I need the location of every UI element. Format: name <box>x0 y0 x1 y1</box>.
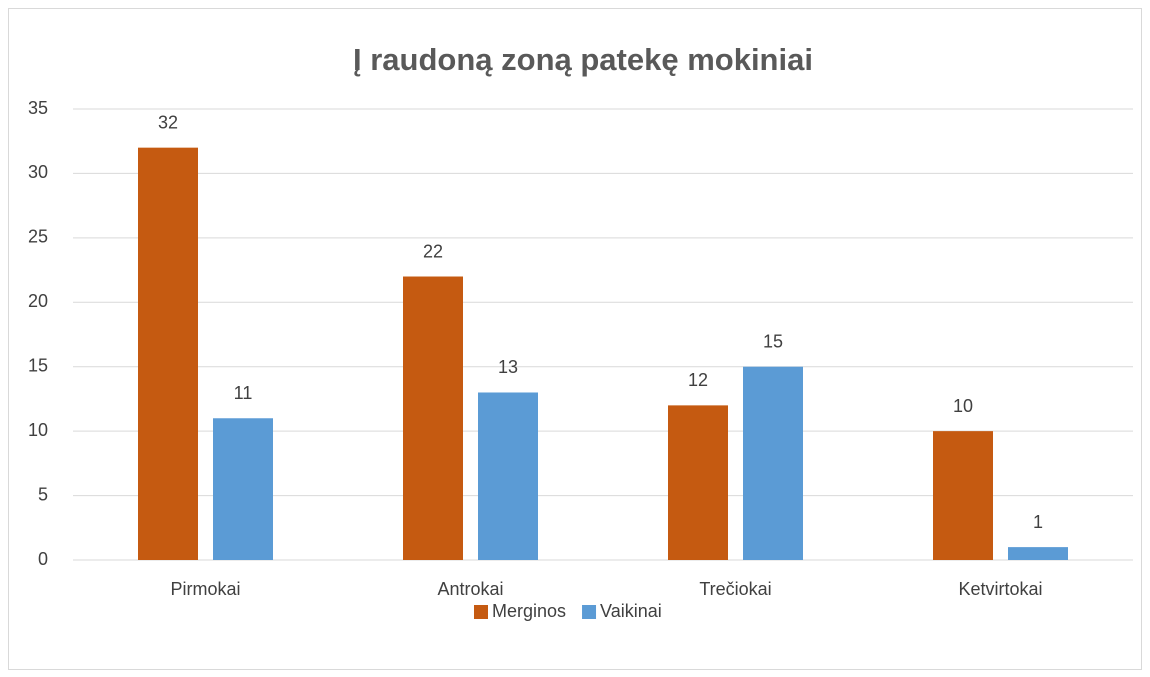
y-tick-label: 30 <box>28 162 48 182</box>
x-tick-label: Trečiokai <box>699 579 771 599</box>
bar <box>743 366 803 560</box>
y-tick-label: 20 <box>28 291 48 311</box>
legend-swatch <box>474 605 488 619</box>
x-tick-label: Pirmokai <box>170 579 240 599</box>
y-tick-label: 5 <box>38 484 48 504</box>
data-label: 32 <box>158 112 178 132</box>
data-label: 15 <box>763 331 783 351</box>
legend-swatch <box>582 605 597 619</box>
bar <box>403 276 463 560</box>
legend-label: Merginos <box>492 601 566 621</box>
y-tick-label: 10 <box>28 420 48 440</box>
bar <box>668 405 728 560</box>
y-tick-label: 0 <box>38 549 48 569</box>
data-label: 22 <box>423 241 443 261</box>
x-tick-label: Ketvirtokai <box>958 579 1042 599</box>
bar <box>1008 547 1068 560</box>
data-label: 13 <box>498 357 518 377</box>
data-label: 11 <box>234 383 253 403</box>
y-tick-label: 25 <box>28 227 48 247</box>
y-tick-label: 15 <box>28 355 48 375</box>
bar <box>478 392 538 560</box>
chart-title: Į raudoną zoną patekę mokiniai <box>353 42 813 77</box>
data-label: 12 <box>688 370 708 390</box>
y-tick-label: 35 <box>28 98 48 118</box>
bar <box>213 418 273 560</box>
legend-label: Vaikinai <box>600 601 662 621</box>
bar <box>138 147 198 560</box>
data-label: 10 <box>953 396 973 416</box>
x-tick-label: Antrokai <box>437 579 503 599</box>
data-label: 1 <box>1033 512 1043 532</box>
bar <box>933 431 993 560</box>
